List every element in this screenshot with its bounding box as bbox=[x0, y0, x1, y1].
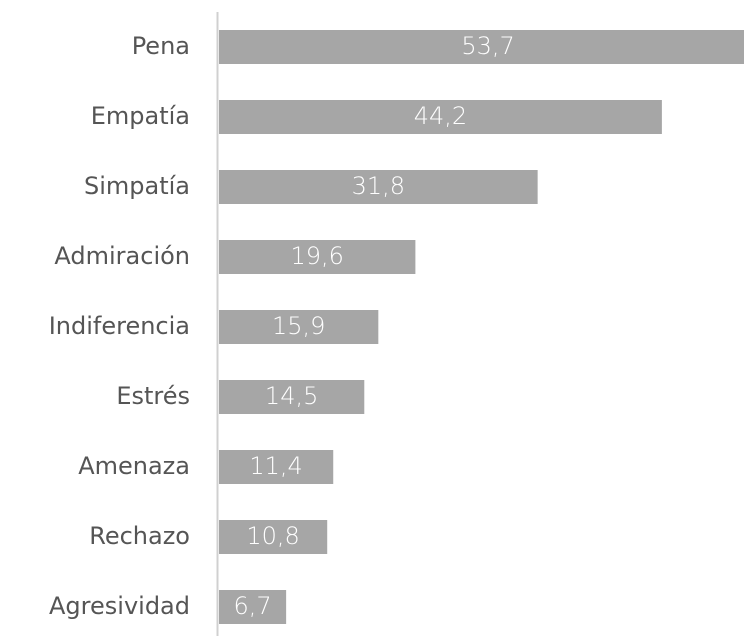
category-label: Estrés bbox=[116, 382, 190, 410]
bar bbox=[219, 30, 744, 64]
value-label: 44,2 bbox=[414, 102, 467, 130]
bar bbox=[219, 520, 328, 554]
category-label: Simpatía bbox=[84, 172, 190, 200]
bar bbox=[219, 100, 662, 134]
value-label: 11,4 bbox=[249, 452, 302, 480]
value-label: 14,5 bbox=[265, 382, 318, 410]
bar bbox=[219, 590, 287, 624]
value-label: 53,7 bbox=[461, 32, 514, 60]
category-label: Admiración bbox=[54, 242, 190, 270]
value-label: 31,8 bbox=[352, 172, 405, 200]
category-label: Indiferencia bbox=[49, 312, 190, 340]
bar bbox=[219, 310, 379, 344]
value-label: 6,7 bbox=[233, 592, 271, 620]
bar bbox=[219, 240, 416, 274]
value-label: 10,8 bbox=[246, 522, 299, 550]
value-label: 15,9 bbox=[272, 312, 325, 340]
category-label: Amenaza bbox=[78, 452, 190, 480]
plot-area: 53,7 44,2 31,8 19,6 15,9 14,5 11,4 10,8 6,7 bbox=[219, 30, 744, 624]
value-label: 19,6 bbox=[290, 242, 343, 270]
category-label: Empatía bbox=[91, 102, 190, 130]
category-label: Agresividad bbox=[49, 592, 190, 620]
bar bbox=[219, 170, 538, 204]
bar bbox=[219, 450, 334, 484]
category-label: Pena bbox=[132, 32, 190, 60]
bar bbox=[219, 380, 365, 414]
category-label: Rechazo bbox=[89, 522, 190, 550]
